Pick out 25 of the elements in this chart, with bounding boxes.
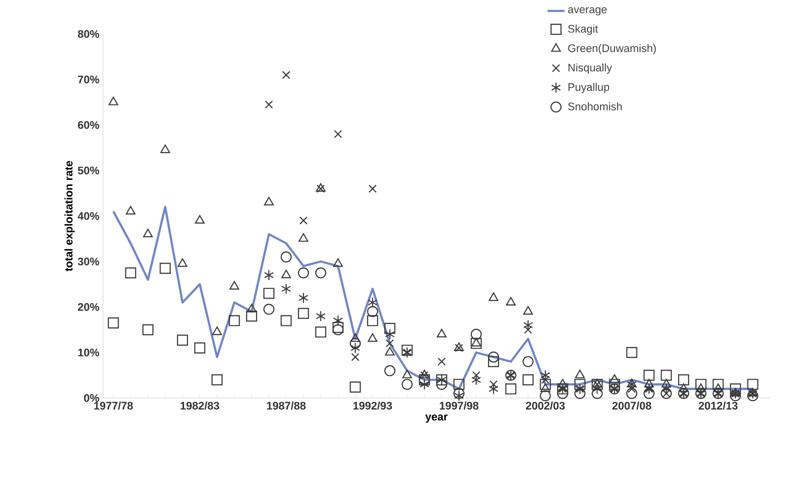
x-tick-label: 1992/93 [353, 402, 392, 410]
y-tick-label: 40% [78, 212, 100, 220]
y-tick-label: 0% [84, 394, 100, 402]
legend-label: Puyallup [568, 82, 610, 94]
x-tick-label: 1997/98 [440, 402, 478, 410]
y-tick-label: 50% [78, 166, 100, 174]
y-tick-label: 80% [78, 30, 100, 38]
legend-label: Skagit [568, 24, 598, 35]
x-tick-label: 2012/13 [698, 402, 738, 410]
legend-label: average [568, 7, 607, 16]
x-axis-title: year [425, 414, 448, 423]
x-tick-label: 1982/83 [180, 402, 220, 410]
legend-label: Snohomish [568, 102, 622, 110]
x-tick-label: 2007/08 [612, 402, 652, 410]
y-tick-label: 60% [78, 121, 100, 129]
x-tick-label: 1977/78 [94, 402, 133, 410]
y-axis-title: total exploitation rate [64, 160, 75, 272]
legend-label: Nisqually [568, 63, 612, 74]
x-tick-label: 2002/03 [526, 402, 565, 410]
y-tick-label: 30% [78, 258, 100, 266]
legend-label: Green(Duwamish) [568, 44, 656, 54]
y-tick-label: 70% [78, 76, 100, 84]
y-tick-label: 10% [78, 348, 100, 356]
x-tick-label: 1987/88 [267, 402, 306, 410]
y-tick-label: 20% [78, 303, 100, 311]
